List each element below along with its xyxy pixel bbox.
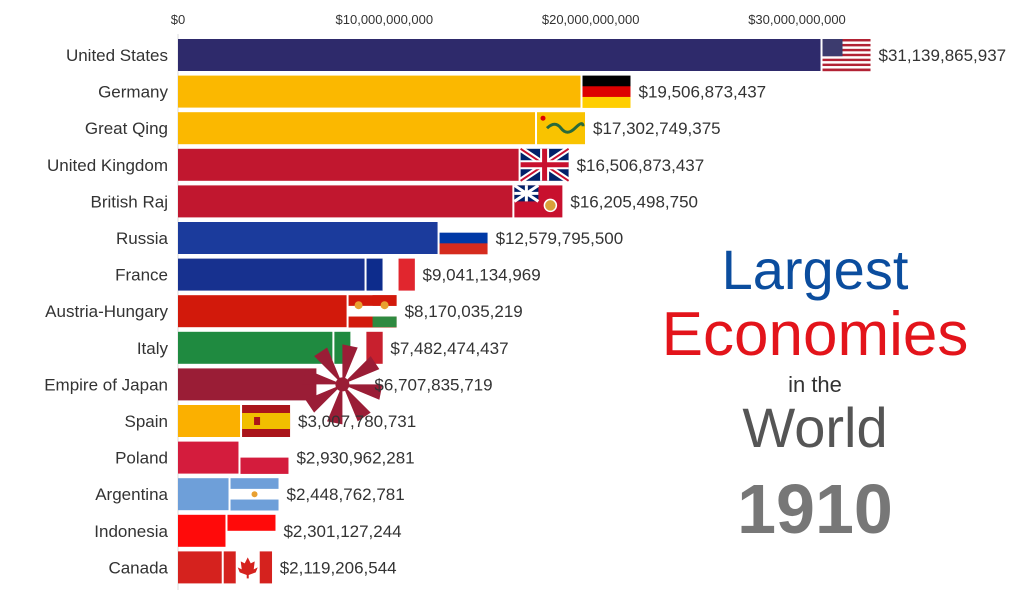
- value-label: $7,482,474,437: [390, 339, 508, 358]
- british-raj-flag-icon: [513, 184, 563, 218]
- value-label: $2,930,962,281: [296, 449, 414, 468]
- indonesia-flag-icon: [227, 514, 276, 548]
- bar-row: Russia $12,579,795,500: [116, 222, 624, 255]
- russia-flag-icon: [439, 222, 488, 255]
- bar-row: United Kingdom $16,506,873,437: [47, 146, 705, 184]
- bar: [178, 258, 365, 291]
- bar: [178, 75, 581, 108]
- category-label: Russia: [116, 229, 169, 248]
- category-label: British Raj: [91, 192, 168, 211]
- x-tick-label: $10,000,000,000: [336, 12, 434, 27]
- bar: [178, 112, 536, 145]
- spain-flag-icon: [242, 405, 291, 437]
- value-label: $6,707,835,719: [374, 375, 492, 394]
- value-label: $2,448,762,781: [287, 485, 405, 504]
- category-label: Poland: [115, 449, 168, 468]
- bar-row: Canada $2,119,206,544: [108, 551, 397, 584]
- title-line-world: World: [742, 396, 888, 459]
- qing-flag-icon: [537, 112, 586, 145]
- category-label: Germany: [98, 83, 168, 102]
- france-flag-icon: [366, 258, 415, 291]
- category-label: Argentina: [95, 485, 168, 504]
- category-label: France: [115, 266, 168, 285]
- value-label: $2,119,206,544: [280, 558, 397, 577]
- value-label: $17,302,749,375: [593, 119, 721, 138]
- title-line-economies: Economies: [661, 300, 969, 369]
- bar-row: Indonesia $2,301,127,244: [94, 514, 402, 548]
- x-tick-label: $0: [171, 12, 185, 27]
- bar-row: Spain $3,007,780,731: [125, 405, 416, 437]
- x-tick-label: $30,000,000,000: [748, 12, 846, 27]
- bar: [178, 441, 239, 474]
- canada-flag-icon: [223, 551, 273, 584]
- category-label: Spain: [125, 412, 168, 431]
- category-label: Indonesia: [94, 522, 168, 541]
- category-label: Canada: [108, 558, 168, 577]
- value-label: $8,170,035,219: [405, 302, 523, 321]
- germany-flag-icon: [582, 75, 631, 108]
- us-flag-icon: [822, 39, 871, 72]
- value-label: $3,007,780,731: [298, 412, 416, 431]
- value-label: $12,579,795,500: [496, 229, 624, 248]
- value-label: $9,041,134,969: [423, 266, 541, 285]
- x-tick-label: $20,000,000,000: [542, 12, 640, 27]
- chart-title: Largest Economies in the World 1910: [620, 238, 1010, 548]
- bar: [178, 222, 438, 254]
- category-label: Great Qing: [85, 119, 168, 138]
- title-line-largest: Largest: [721, 238, 909, 301]
- poland-flag-icon: [240, 441, 289, 474]
- japan-rising-sun-flag-icon: [302, 344, 383, 425]
- italy-flag-icon: [334, 331, 383, 364]
- bar-row: Great Qing $17,302,749,375: [85, 112, 721, 145]
- bar-row: Argentina $2,448,762,781: [95, 478, 405, 511]
- bar: [178, 551, 222, 584]
- category-label: Italy: [137, 339, 169, 358]
- bar-row: Italy $7,482,474,437: [137, 331, 509, 364]
- value-label: $19,506,873,437: [638, 83, 766, 102]
- category-label: Austria-Hungary: [45, 302, 168, 321]
- category-label: United States: [66, 46, 168, 65]
- bar: [178, 405, 241, 437]
- year-label: 1910: [737, 470, 893, 548]
- bar-row: British Raj $16,205,498,750: [91, 184, 698, 218]
- bar-row: Poland $2,930,962,281: [115, 441, 415, 474]
- bar: [178, 185, 513, 218]
- category-label: United Kingdom: [47, 156, 168, 175]
- bar-row: Empire of Japan $6,707,835,719: [44, 344, 493, 425]
- argentina-flag-icon: [230, 478, 279, 511]
- bar-row: France $9,041,134,969: [115, 258, 541, 291]
- bar-row: United States $31,139,865,937: [66, 39, 1007, 72]
- austria-hungary-flag-icon: [348, 295, 397, 328]
- bar: [178, 148, 519, 181]
- bar: [178, 514, 226, 547]
- uk-flag-icon: [518, 146, 571, 184]
- title-line-in-the: in the: [788, 372, 842, 397]
- value-label: $16,205,498,750: [570, 192, 698, 211]
- category-label: Empire of Japan: [44, 375, 168, 394]
- bar: [178, 368, 317, 401]
- value-label: $16,506,873,437: [577, 156, 705, 175]
- bar: [178, 478, 229, 511]
- bar-row: Austria-Hungary $8,170,035,219: [45, 295, 523, 328]
- bar: [178, 331, 333, 364]
- bar: [178, 39, 821, 71]
- bar: [178, 295, 347, 328]
- value-label: $31,139,865,937: [879, 46, 1007, 65]
- value-label: $2,301,127,244: [283, 522, 401, 541]
- bar-row: Germany $19,506,873,437: [98, 75, 766, 108]
